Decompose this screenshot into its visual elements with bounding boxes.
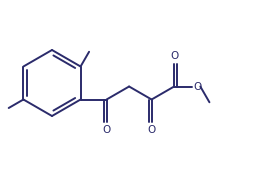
Text: O: O	[148, 125, 156, 135]
Text: O: O	[102, 125, 111, 135]
Text: O: O	[193, 82, 202, 91]
Text: O: O	[170, 51, 178, 61]
